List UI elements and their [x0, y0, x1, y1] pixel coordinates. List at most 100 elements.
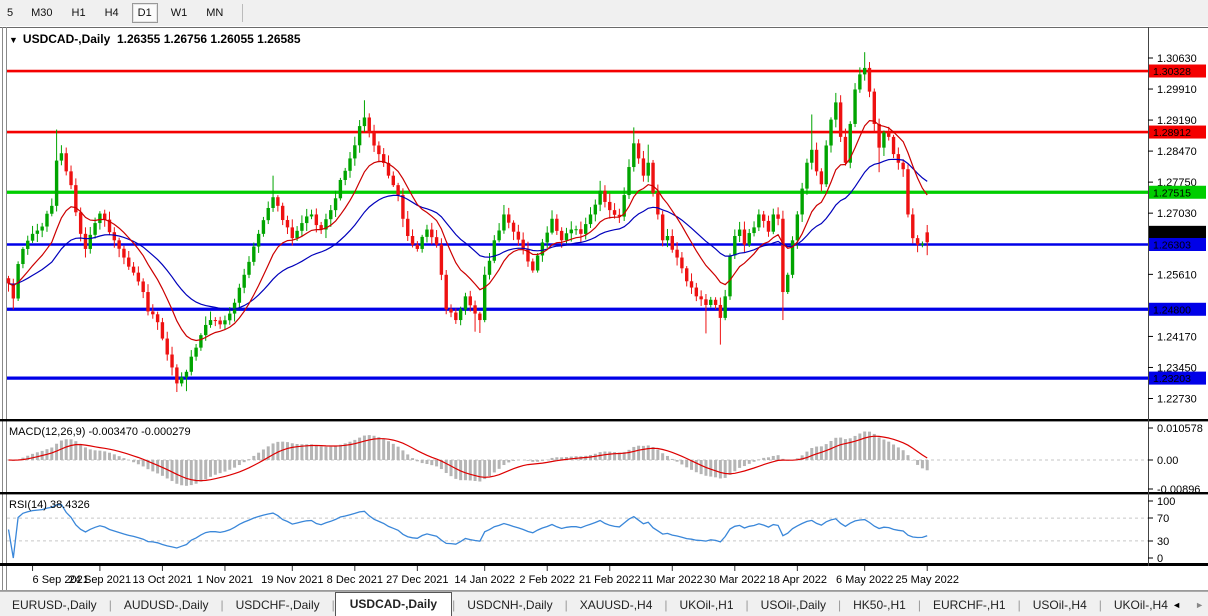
price-badge-1.30328: 1.30328	[1149, 64, 1206, 78]
timeframe-button-h1[interactable]: H1	[71, 7, 86, 19]
date-label: 6 Sep 2021	[33, 574, 89, 586]
ma-slow-line	[8, 158, 928, 311]
ohlc-high: 1.26756	[163, 32, 208, 46]
date-label: 11 Mar 2022	[642, 574, 703, 586]
svg-text:1.28912: 1.28912	[1153, 127, 1191, 139]
macd-main-value: -0.003470	[88, 426, 139, 438]
tab-usdcnh-daily[interactable]: USDCNH-,Daily	[467, 598, 553, 612]
svg-text:1.26585: 1.26585	[1153, 227, 1191, 239]
price-axis: 1.306301.299101.291901.284701.277501.270…	[1148, 53, 1206, 405]
chevron-down-icon[interactable]: ▼	[9, 35, 18, 45]
date-label: 18 Apr 2022	[768, 574, 827, 586]
tab-separator: |	[838, 598, 842, 612]
svg-text:1.27030: 1.27030	[1157, 208, 1197, 220]
date-label: 1 Nov 2021	[197, 574, 253, 586]
tab-ukoil-h4[interactable]: UKOil-,H4	[1113, 598, 1168, 612]
date-label: 24 Sep 2021	[69, 574, 131, 586]
tab-separator: |	[452, 598, 456, 612]
tab-separator: |	[1017, 598, 1021, 612]
svg-text:1.30630: 1.30630	[1157, 53, 1197, 65]
pane-frames	[0, 27, 1208, 591]
svg-text:1.27515: 1.27515	[1153, 187, 1191, 199]
timeframe-toolbar: 5 M30 H1 H4 D1 W1 MN	[0, 0, 1208, 27]
svg-text:70: 70	[1157, 513, 1169, 525]
tab-separator: |	[108, 598, 112, 612]
svg-text:100: 100	[1157, 496, 1175, 508]
tab-usoil-daily[interactable]: USOil-,Daily	[760, 598, 826, 612]
svg-text:1.22730: 1.22730	[1157, 393, 1197, 405]
tab-separator: |	[564, 598, 568, 612]
tab-separator: |	[331, 598, 335, 612]
chart-title: ▼ USDCAD-,Daily 1.26355 1.26756 1.26055 1…	[9, 32, 301, 46]
rsi-value: 38.4326	[49, 499, 90, 511]
macd-pane	[7, 431, 1148, 486]
macd-signal-line	[8, 435, 928, 482]
timeframe-button-5[interactable]: 5	[7, 7, 14, 19]
svg-text:1.24800: 1.24800	[1153, 304, 1191, 316]
tab-usdchf-daily[interactable]: USDCHF-,Daily	[235, 598, 320, 612]
tab-separator: |	[664, 598, 668, 612]
chart-canvas[interactable]: 1.306301.299101.291901.284701.277501.270…	[0, 26, 1208, 591]
price-badge-1.23203: 1.23203	[1149, 371, 1206, 385]
tab-ukoil-h1[interactable]: UKOil-,H1	[679, 598, 734, 612]
price-badge-1.28912: 1.28912	[1149, 125, 1206, 139]
date-label: 2 Feb 2022	[519, 574, 575, 586]
tab-xauusd-h4[interactable]: XAUUSD-,H4	[579, 598, 653, 612]
date-label: 21 Feb 2022	[579, 574, 641, 586]
tab-separator: |	[917, 598, 921, 612]
ohlc-low: 1.26055	[210, 32, 254, 46]
rsi-pane	[7, 503, 1148, 559]
price-badge-1.24800: 1.24800	[1149, 302, 1206, 316]
svg-text:1.24170: 1.24170	[1157, 331, 1197, 343]
svg-text:1.29190: 1.29190	[1157, 115, 1197, 127]
toolbar-separator	[242, 4, 244, 22]
price-badge-1.26303: 1.26303	[1149, 237, 1206, 251]
svg-text:30: 30	[1157, 536, 1169, 548]
svg-text:1.28470: 1.28470	[1157, 146, 1197, 158]
tab-separator: |	[1098, 598, 1102, 612]
svg-text:0: 0	[1157, 553, 1163, 565]
date-label: 13 Oct 2021	[132, 574, 192, 586]
ohlc-open: 1.26355	[116, 32, 161, 46]
tab-eurusd-daily[interactable]: EURUSD-,Daily	[12, 598, 97, 612]
tab-hk50-h1[interactable]: HK50-,H1	[853, 598, 906, 612]
svg-text:0.010578: 0.010578	[1157, 423, 1203, 435]
ohlc-close: 1.26585	[257, 32, 301, 46]
support-resistance-lines	[7, 69, 1148, 380]
svg-text:1.23203: 1.23203	[1153, 373, 1191, 385]
timeframe-button-w1[interactable]: W1	[170, 7, 188, 19]
tab-separator: |	[220, 598, 224, 612]
date-label: 6 May 2022	[836, 574, 893, 586]
tab-audusd-daily[interactable]: AUDUSD-,Daily	[123, 598, 209, 612]
timeframe-button-m30[interactable]: M30	[31, 7, 53, 19]
price-badge-1.27515: 1.27515	[1149, 185, 1206, 199]
date-label: 27 Dec 2021	[386, 574, 448, 586]
svg-text:1.30328: 1.30328	[1153, 66, 1191, 78]
date-label: 25 May 2022	[895, 574, 959, 586]
date-label: 8 Dec 2021	[327, 574, 383, 586]
tab-scroll-left-icon[interactable]: ◄	[1172, 599, 1182, 610]
tab-scroll-right-icon[interactable]: ►	[1195, 599, 1204, 610]
tab-usdcad-daily[interactable]: USDCAD-,Daily	[334, 592, 453, 616]
rsi-line	[7, 503, 928, 559]
timeframe-button-mn[interactable]: MN	[206, 7, 224, 19]
svg-text:-0.00896: -0.00896	[1157, 484, 1200, 496]
date-label: 14 Jan 2022	[454, 574, 515, 586]
macd-indicator-label: MACD(12,26,9) -0.003470 -0.000279	[9, 426, 191, 438]
svg-text:1.25610: 1.25610	[1157, 269, 1197, 281]
price-badge-1.26585: 1.26585	[1149, 225, 1206, 239]
svg-text:1.26303: 1.26303	[1153, 239, 1191, 251]
timeframe-button-d1[interactable]: D1	[131, 3, 158, 23]
chart-symbol-label: USDCAD-,Daily	[22, 32, 111, 46]
date-label: 30 Mar 2022	[704, 574, 766, 586]
ma-fast-line	[8, 119, 928, 342]
timeframe-button-h4[interactable]: H4	[104, 7, 119, 19]
tab-eurchf-h1[interactable]: EURCHF-,H1	[932, 598, 1006, 612]
tab-scroll-arrows: ◄ ►	[1172, 592, 1206, 616]
tab-usoil-h4[interactable]: USOil-,H4	[1032, 598, 1087, 612]
symbol-tabbar: EURUSD-,Daily | AUDUSD-,Daily | USDCHF-,Dail…	[0, 591, 1208, 616]
date-label: 19 Nov 2021	[261, 574, 323, 586]
